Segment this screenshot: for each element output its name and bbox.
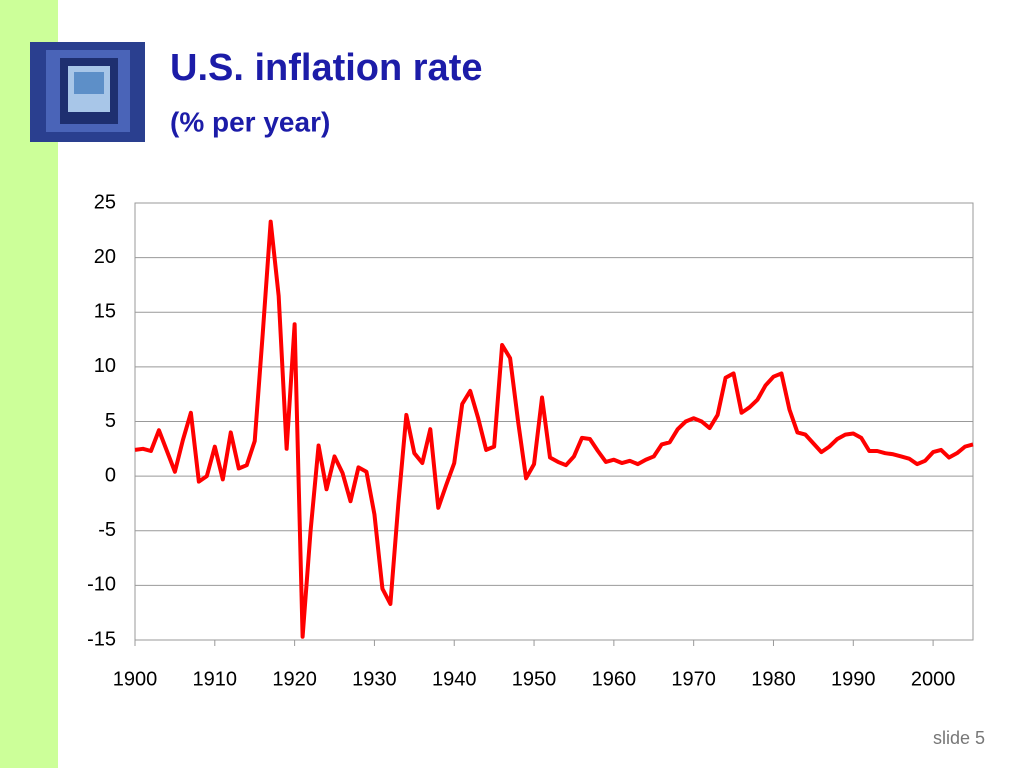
slide-icon xyxy=(30,42,145,142)
x-tick-label: 1980 xyxy=(751,668,796,690)
x-tick-label: 1970 xyxy=(671,668,716,690)
x-tick-label: 1940 xyxy=(432,668,477,690)
x-tick-label: 1960 xyxy=(592,668,637,690)
footer: slide 5 xyxy=(933,728,985,748)
y-tick-label: 20 xyxy=(94,246,116,268)
x-tick-label: 1990 xyxy=(831,668,876,690)
y-tick-label: 25 xyxy=(94,191,116,213)
x-tick-label: 1950 xyxy=(512,668,557,690)
x-tick-label: 2000 xyxy=(911,668,956,690)
x-tick-label: 1930 xyxy=(352,668,397,690)
chart-subtitle: (% per year) xyxy=(170,106,330,137)
y-tick-label: 15 xyxy=(94,301,116,323)
data-line xyxy=(134,219,974,639)
y-tick-label: -10 xyxy=(87,574,116,596)
y-tick-label: 0 xyxy=(105,464,116,486)
x-tick-label: 1900 xyxy=(113,668,158,690)
y-tick-label: -15 xyxy=(87,628,116,650)
x-tick-label: 1920 xyxy=(272,668,317,690)
x-tick-label: 1910 xyxy=(193,668,238,690)
chart-title: U.S. inflation rate xyxy=(170,47,482,89)
y-tick-label: -5 xyxy=(98,519,116,541)
y-tick-label: 5 xyxy=(105,410,116,432)
y-tick-label: 10 xyxy=(94,355,116,377)
